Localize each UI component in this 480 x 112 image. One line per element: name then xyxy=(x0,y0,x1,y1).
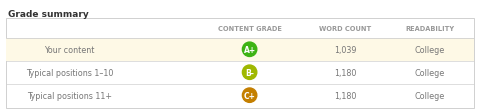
Circle shape xyxy=(242,43,257,57)
Text: College: College xyxy=(414,68,445,77)
Text: WORD COUNT: WORD COUNT xyxy=(320,26,372,32)
Text: READABILITY: READABILITY xyxy=(405,26,454,32)
Text: 1,039: 1,039 xyxy=(335,45,357,54)
FancyBboxPatch shape xyxy=(6,38,474,61)
Text: Typical positions 11+: Typical positions 11+ xyxy=(27,91,112,100)
Text: 1,180: 1,180 xyxy=(335,68,357,77)
Text: Your content: Your content xyxy=(45,45,95,54)
Text: B-: B- xyxy=(245,68,254,77)
Text: A+: A+ xyxy=(243,45,256,54)
Circle shape xyxy=(242,65,257,80)
Text: 1,180: 1,180 xyxy=(335,91,357,100)
Text: Typical positions 1–10: Typical positions 1–10 xyxy=(26,68,113,77)
Text: CONTENT GRADE: CONTENT GRADE xyxy=(217,26,282,32)
Text: College: College xyxy=(414,45,445,54)
Text: C+: C+ xyxy=(244,91,255,100)
Text: Grade summary: Grade summary xyxy=(8,10,89,19)
Text: College: College xyxy=(414,91,445,100)
FancyBboxPatch shape xyxy=(6,19,474,108)
Circle shape xyxy=(242,88,257,102)
